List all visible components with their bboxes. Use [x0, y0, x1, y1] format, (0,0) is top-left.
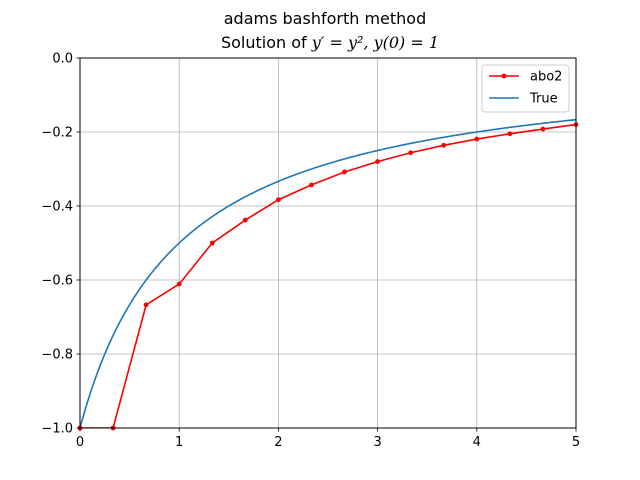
x-tick-label: 0	[76, 435, 84, 450]
y-tick-label: −0.6	[41, 274, 73, 289]
x-tick-label: 3	[373, 435, 381, 450]
x-tick-label: 4	[473, 435, 481, 450]
data-point-abo2	[209, 240, 215, 246]
x-axis-ticks: 0 1 2 3 4 5	[76, 428, 580, 450]
chart-title: adams bashforth method	[224, 9, 427, 28]
y-axis-ticks: −1.0 −0.8 −0.6 −0.4 −0.2 0.0	[41, 52, 80, 437]
series-line-abo2	[80, 123, 576, 428]
data-point-abo2	[540, 126, 546, 132]
x-tick-label: 5	[572, 435, 580, 450]
data-point-abo2	[176, 281, 182, 287]
chart-subtitle: Solution of y′ = y², y(0) = 1	[221, 33, 439, 52]
legend-marker-abo2	[501, 73, 507, 79]
data-point-abo2	[342, 169, 347, 175]
legend-label-abo2: abo2	[530, 70, 562, 85]
data-point-abo2	[441, 142, 447, 148]
data-point-abo2	[408, 150, 414, 156]
legend-label-true: True	[529, 92, 558, 107]
data-point-abo2	[309, 182, 314, 188]
series-layer	[77, 118, 579, 431]
chart-subtitle-prefix: Solution of	[221, 33, 312, 52]
x-tick-label: 1	[175, 435, 183, 450]
data-point-abo2	[507, 131, 513, 137]
series-line-true	[80, 118, 576, 428]
data-point-abo2	[276, 197, 281, 203]
data-point-abo2	[375, 159, 380, 165]
data-point-abo2	[474, 136, 480, 142]
y-tick-label: 0.0	[52, 52, 73, 67]
axes-frame	[79, 57, 577, 429]
data-point-abo2	[143, 302, 149, 308]
chart-subtitle-equation: y′ = y², y(0) = 1	[311, 33, 439, 52]
y-tick-label: −0.2	[41, 126, 73, 141]
y-tick-label: −0.4	[41, 200, 73, 215]
x-tick-label: 2	[274, 435, 282, 450]
y-tick-label: −1.0	[41, 422, 73, 437]
legend: abo2 True	[481, 64, 570, 113]
plot-area: 0 1 2 3 4 5 −1.0 −0.8 −0.6 −0.4 −0.2 0.0	[41, 52, 580, 451]
data-point-abo2	[242, 217, 248, 223]
y-tick-label: −0.8	[41, 348, 73, 363]
